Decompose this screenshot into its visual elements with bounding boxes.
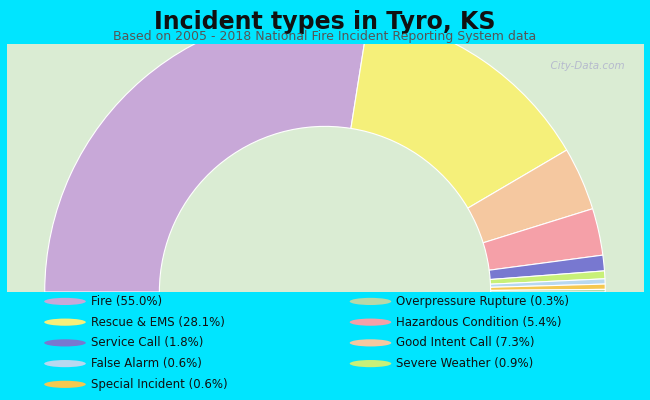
Text: False Alarm (0.6%): False Alarm (0.6%) — [91, 357, 202, 370]
Wedge shape — [491, 284, 605, 290]
Wedge shape — [490, 271, 605, 284]
Circle shape — [44, 318, 86, 326]
Text: Severe Weather (0.9%): Severe Weather (0.9%) — [396, 357, 534, 370]
Circle shape — [350, 318, 391, 326]
Text: Good Intent Call (7.3%): Good Intent Call (7.3%) — [396, 336, 535, 349]
Circle shape — [44, 339, 86, 346]
Wedge shape — [468, 150, 593, 243]
Text: Rescue & EMS (28.1%): Rescue & EMS (28.1%) — [91, 316, 225, 329]
Wedge shape — [483, 209, 603, 270]
Text: Incident types in Tyro, KS: Incident types in Tyro, KS — [154, 10, 496, 34]
Text: Fire (55.0%): Fire (55.0%) — [91, 295, 162, 308]
Text: Service Call (1.8%): Service Call (1.8%) — [91, 336, 203, 349]
Circle shape — [44, 360, 86, 367]
Circle shape — [350, 298, 391, 305]
Wedge shape — [489, 255, 604, 280]
Circle shape — [350, 339, 391, 346]
Text: Special Incident (0.6%): Special Incident (0.6%) — [91, 378, 228, 391]
Circle shape — [350, 360, 391, 367]
Text: City-Data.com: City-Data.com — [544, 61, 625, 71]
Text: Overpressure Rupture (0.3%): Overpressure Rupture (0.3%) — [396, 295, 569, 308]
Text: Based on 2005 - 2018 National Fire Incident Reporting System data: Based on 2005 - 2018 National Fire Incid… — [113, 30, 537, 43]
Wedge shape — [491, 279, 605, 287]
Wedge shape — [45, 12, 369, 292]
Text: Hazardous Condition (5.4%): Hazardous Condition (5.4%) — [396, 316, 562, 329]
Wedge shape — [491, 289, 605, 292]
Circle shape — [44, 298, 86, 305]
Wedge shape — [351, 15, 567, 208]
Circle shape — [44, 381, 86, 388]
